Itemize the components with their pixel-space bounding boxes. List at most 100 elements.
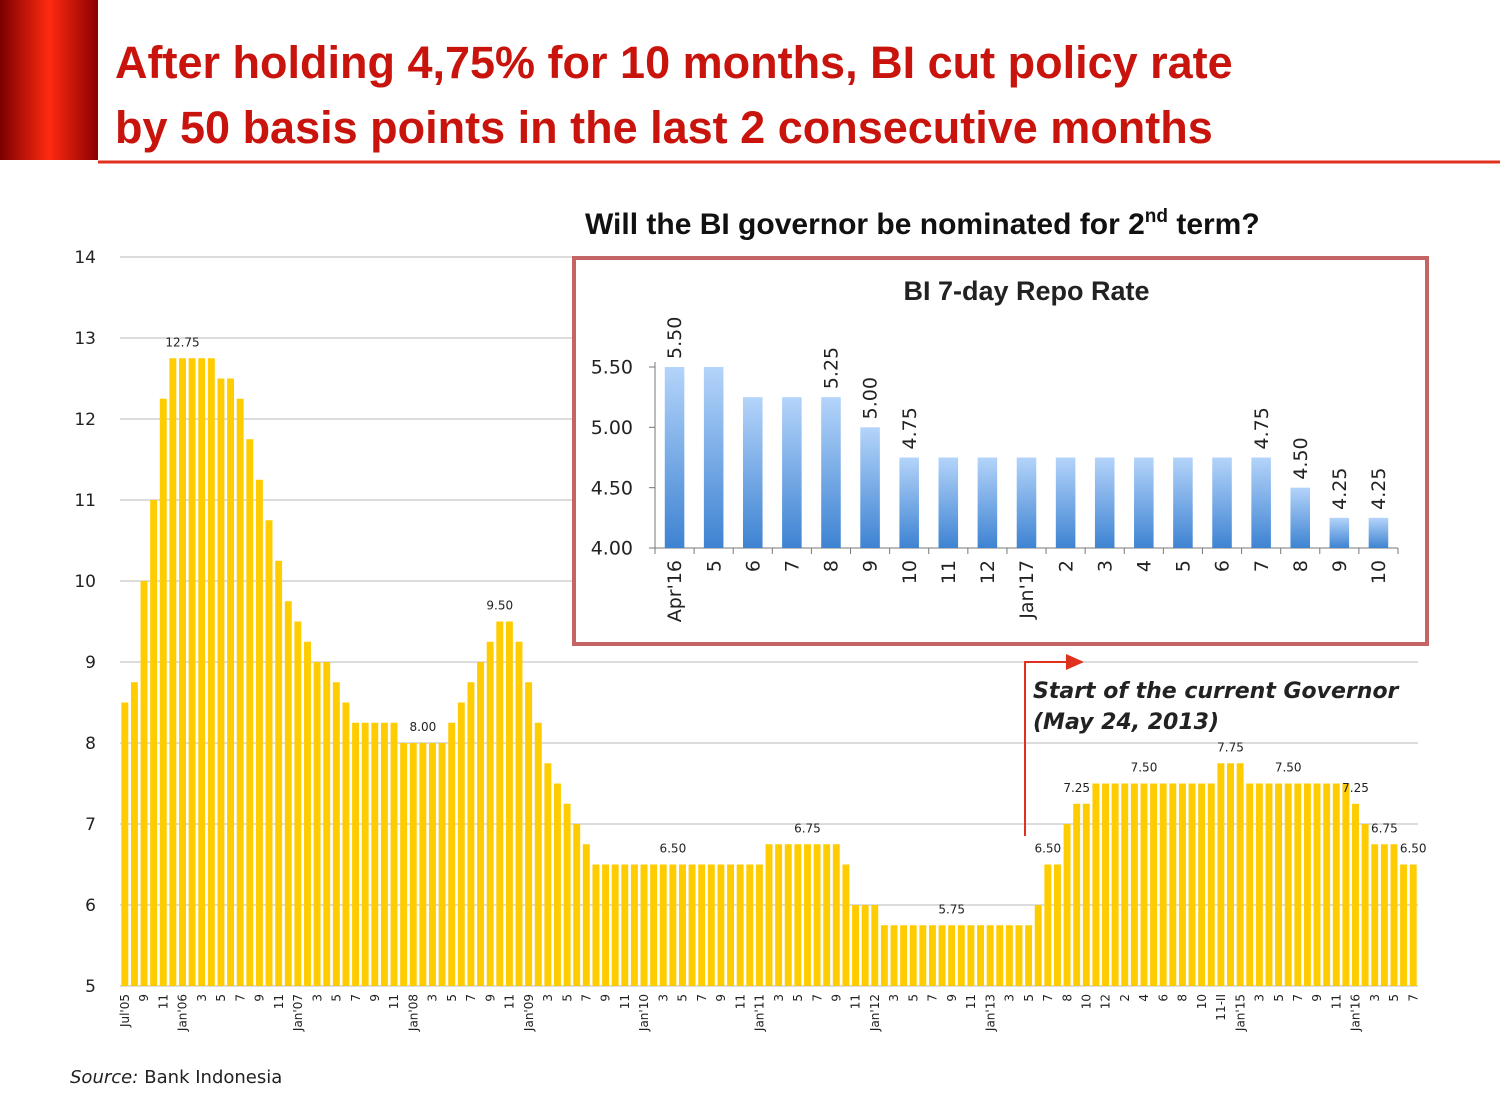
bar	[1055, 457, 1076, 548]
x-tick-label: 5	[560, 994, 574, 1002]
bar	[899, 457, 919, 548]
bar	[1303, 783, 1311, 986]
annotation: Start of the current Governor	[1033, 679, 1400, 704]
x-tick-label: 3	[426, 994, 440, 1002]
x-tick-label: 11	[156, 994, 170, 1009]
value-label: 4.50	[1290, 437, 1312, 479]
x-tick-label: 5	[445, 994, 459, 1002]
bar	[938, 925, 946, 986]
bar	[1371, 844, 1379, 986]
y-tick-label: 4.50	[591, 477, 633, 499]
bar	[1329, 517, 1350, 548]
x-tick-label: 11	[387, 994, 401, 1009]
bar	[782, 397, 802, 548]
x-tick-label: 9	[599, 994, 613, 1002]
bar	[1063, 824, 1071, 986]
x-tick-label: 9	[830, 994, 844, 1002]
bar	[207, 358, 215, 986]
x-tick-label: Jan'09	[522, 994, 536, 1032]
bar	[736, 864, 744, 986]
bar	[1094, 457, 1115, 548]
bar	[861, 905, 869, 986]
bar	[669, 864, 677, 986]
bar	[227, 378, 235, 986]
bar	[900, 925, 908, 986]
bar	[1332, 783, 1340, 986]
bar	[419, 743, 427, 986]
bar	[611, 864, 619, 986]
bar	[371, 722, 379, 986]
value-label: 7.75	[1217, 740, 1244, 754]
value-label: 4.25	[1329, 468, 1351, 510]
value-label: 5.00	[860, 377, 882, 419]
x-tick-label: 6	[1212, 560, 1234, 572]
value-label: 5.25	[821, 347, 843, 389]
bar	[429, 743, 436, 986]
x-tick-label: Jan'12	[868, 994, 882, 1032]
bar	[217, 378, 225, 986]
bar	[602, 864, 610, 986]
x-tick-label: 11	[964, 994, 978, 1009]
bar	[1134, 457, 1154, 548]
value-label: 6.75	[794, 821, 821, 835]
x-tick-label: 3	[1368, 994, 1382, 1002]
bar	[169, 358, 177, 986]
bar	[323, 662, 331, 986]
y-tick-label: 12	[74, 410, 96, 430]
y-tick-label: 8	[85, 734, 96, 754]
bar	[957, 925, 965, 986]
y-tick-label: 7	[85, 815, 96, 835]
bar	[467, 682, 475, 986]
bar	[977, 457, 998, 548]
bar	[505, 621, 513, 986]
bar	[361, 722, 369, 986]
bar	[967, 925, 975, 986]
bar	[1159, 783, 1167, 986]
bar	[592, 864, 600, 986]
bar	[448, 722, 456, 986]
bar	[380, 722, 388, 986]
y-tick-label: 13	[74, 329, 96, 349]
y-tick-label: 5.00	[591, 417, 633, 439]
bar	[1073, 803, 1081, 986]
inset-chart: BI 7-day Repo Rate 4.00 4.50 5.00 5.50 Apr'16…	[591, 276, 1399, 622]
question-sup: nd	[1145, 206, 1168, 227]
x-tick-label: 9	[137, 994, 151, 1002]
bar	[1212, 457, 1232, 548]
x-tick-label: 10	[899, 560, 921, 584]
bar	[630, 864, 638, 986]
x-tick-label: 8	[1176, 994, 1190, 1002]
bar	[1005, 925, 1013, 986]
bar	[313, 662, 321, 986]
value-label: 4.75	[899, 407, 921, 449]
bar	[1217, 763, 1225, 986]
bar	[842, 864, 850, 986]
bar	[1236, 763, 1244, 986]
x-tick-label: Jan'17	[1016, 560, 1038, 620]
x-tick-label: 3	[1253, 994, 1267, 1002]
x-tick-label: 11	[272, 994, 286, 1009]
bar	[304, 641, 311, 986]
bar	[198, 358, 206, 986]
bar	[1409, 864, 1417, 986]
bar	[332, 682, 340, 986]
bar	[919, 925, 927, 986]
bar	[1016, 457, 1037, 548]
bar	[1368, 517, 1389, 548]
x-tick-label: 7	[1406, 994, 1420, 1002]
bar	[255, 479, 263, 986]
bar	[130, 682, 138, 986]
x-tick-label: 12	[977, 560, 999, 584]
bar	[554, 783, 561, 986]
bar	[938, 457, 959, 548]
bar	[1323, 783, 1331, 986]
value-label: 6.50	[659, 842, 686, 856]
bar	[525, 682, 533, 986]
source: Source: Bank Indonesia	[70, 1067, 282, 1088]
bar	[140, 581, 148, 986]
x-tick-label: 7	[1251, 560, 1273, 572]
bar	[1140, 783, 1148, 986]
bar	[294, 621, 302, 986]
source-label: Source:	[70, 1067, 138, 1088]
bar	[977, 925, 984, 986]
